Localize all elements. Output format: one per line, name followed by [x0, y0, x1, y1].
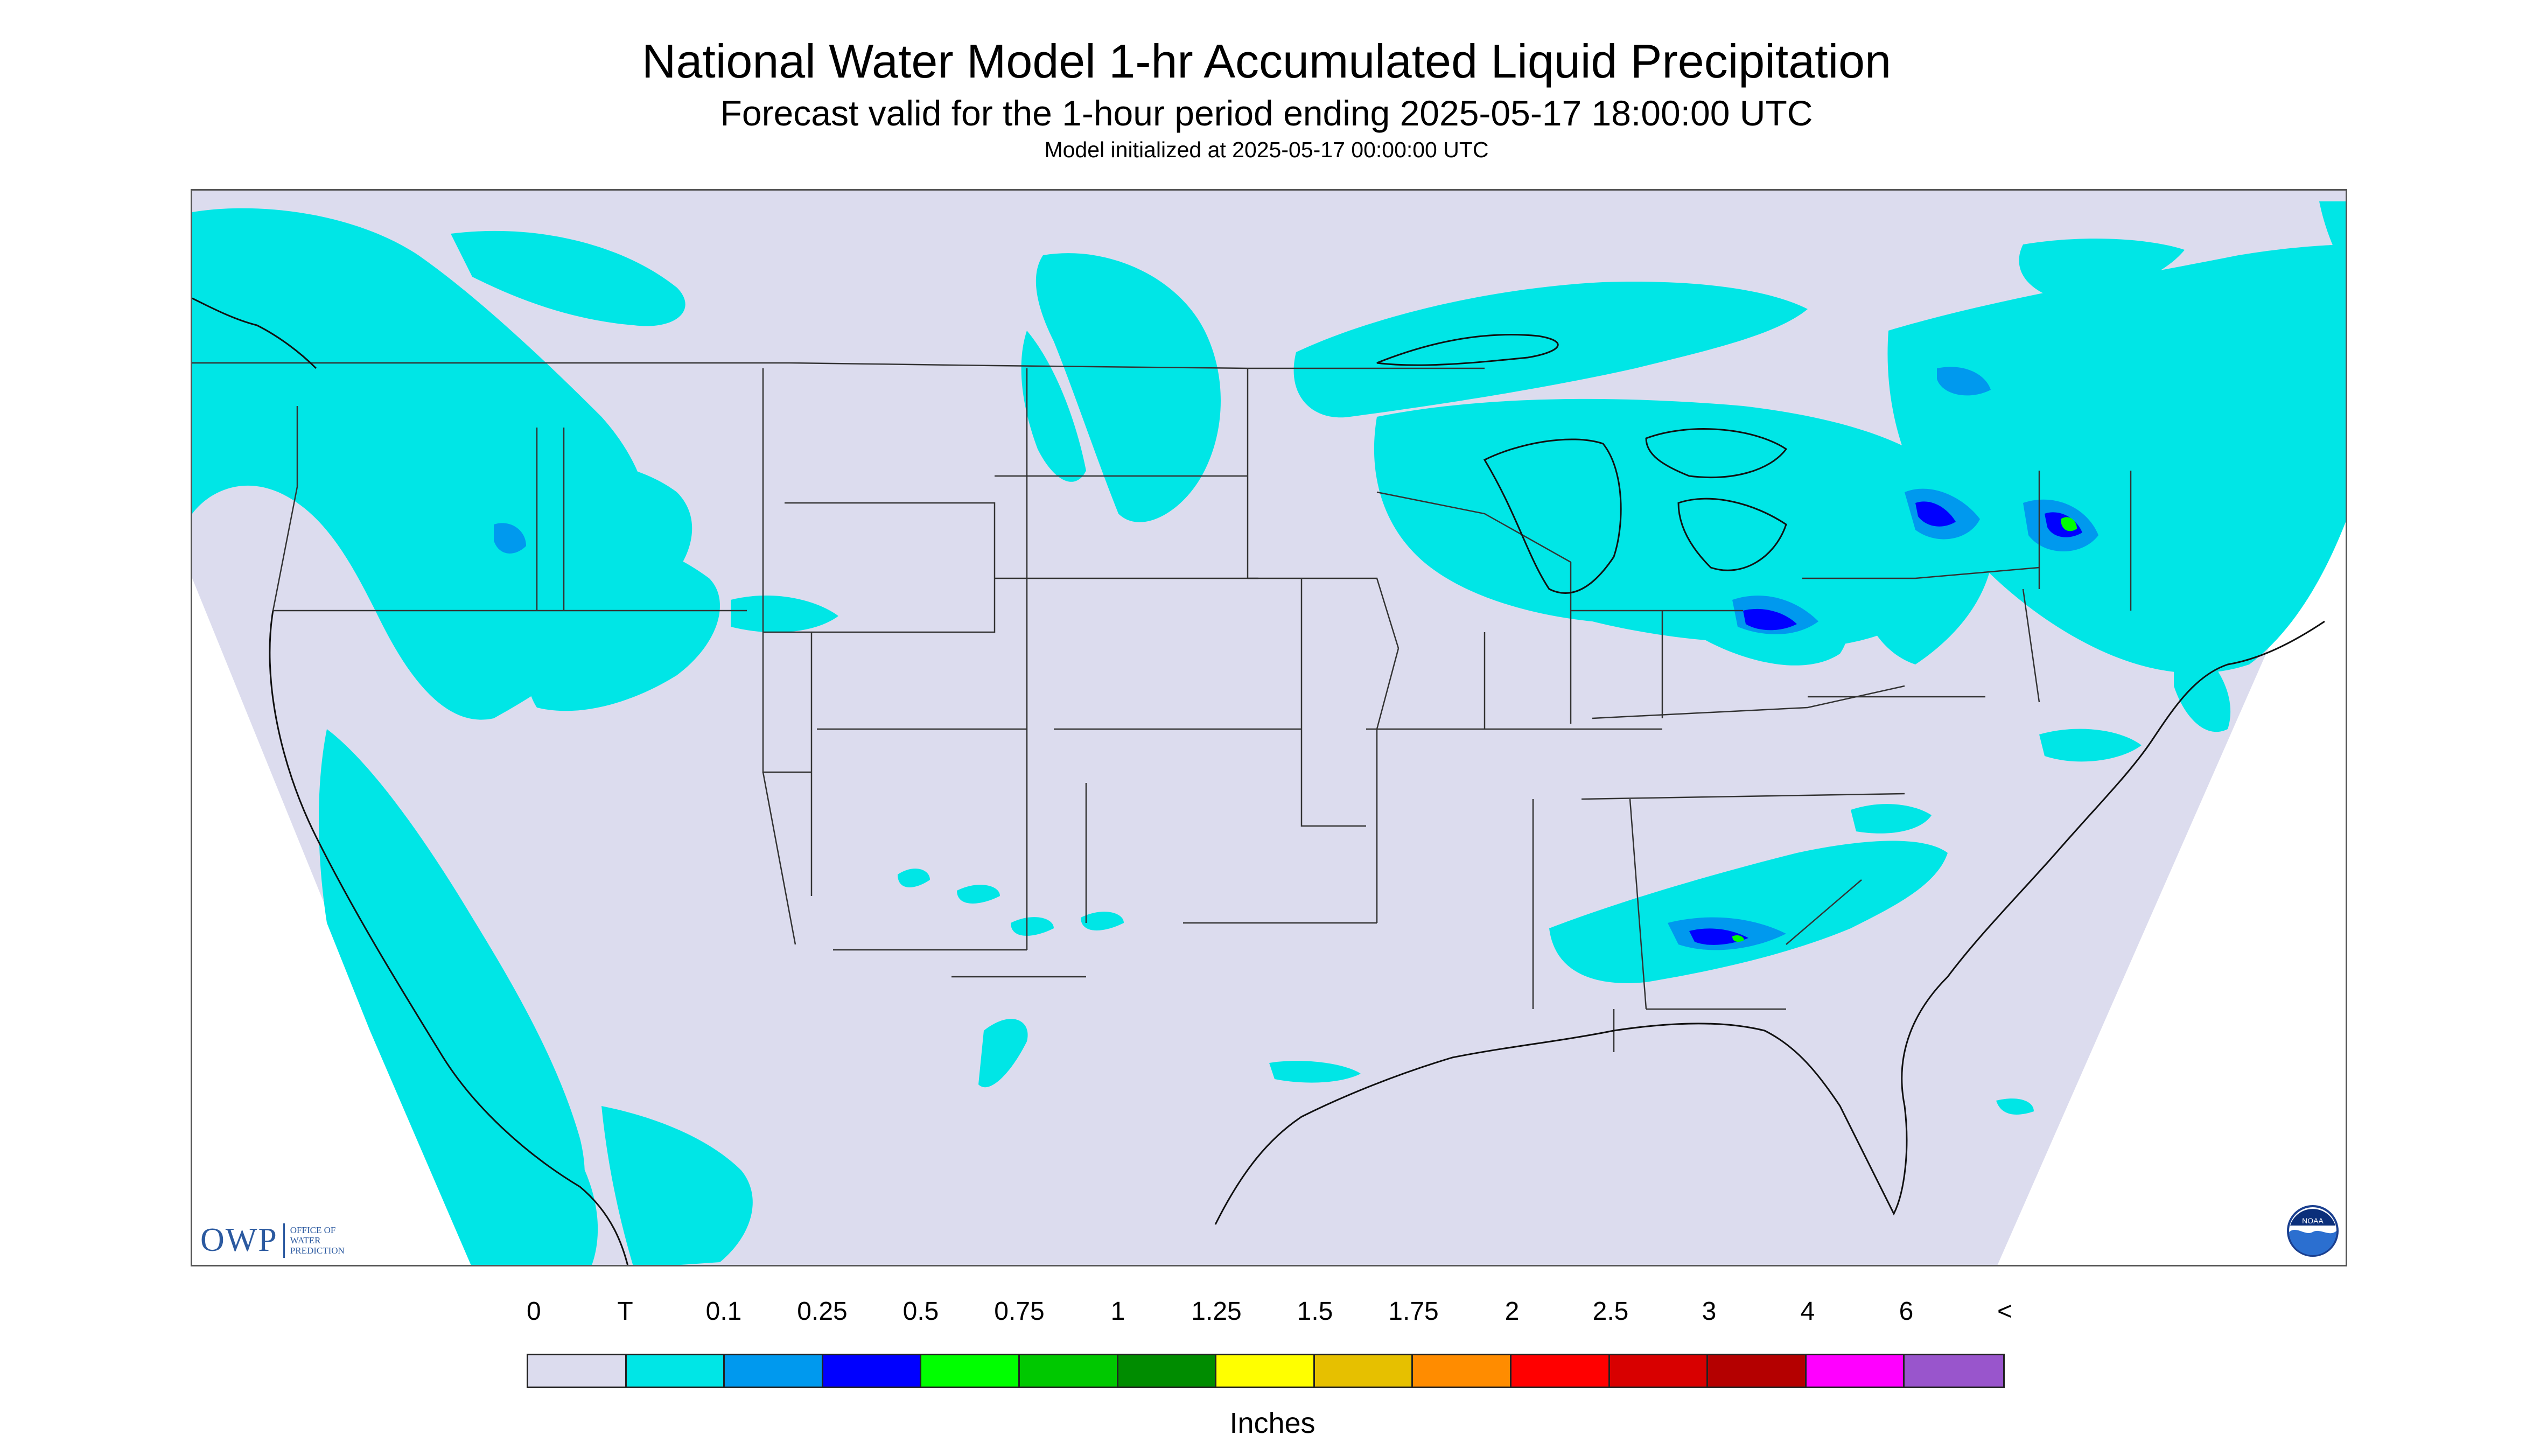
legend-swatch	[1708, 1355, 1807, 1387]
legend-tick-label: <	[1997, 1297, 2013, 1326]
legend-tick-label: 0	[527, 1297, 541, 1326]
legend-tick-label: 0.75	[994, 1297, 1045, 1326]
owp-logo-mark: OWP	[200, 1222, 278, 1258]
owp-logo-line: Office of	[290, 1225, 336, 1235]
legend-tick-label: 2.5	[1592, 1297, 1629, 1326]
precip-trace-areas	[192, 201, 2346, 1265]
legend-swatch	[1314, 1355, 1414, 1387]
legend-tick-label: 6	[1899, 1297, 1914, 1326]
legend-tick-label: 2	[1505, 1297, 1520, 1326]
map-title: National Water Model 1-hr Accumulated Li…	[641, 34, 1892, 88]
precipitation-map	[191, 189, 2347, 1266]
legend-swatch	[1118, 1355, 1217, 1387]
model-init-time: Model initialized at 2025-05-17 00:00:00…	[1044, 137, 1489, 162]
legend-swatch	[1413, 1355, 1512, 1387]
state-boundaries	[192, 362, 2132, 1052]
legend-swatch	[1216, 1355, 1315, 1387]
legend-swatch	[626, 1355, 725, 1387]
legend-tick-label: 1.75	[1388, 1297, 1439, 1326]
owp-logo-text: Office of Water Prediction	[290, 1225, 345, 1256]
owp-logo-divider	[283, 1223, 285, 1258]
legend-swatch	[1511, 1355, 1610, 1387]
precip-heavy-areas	[1732, 517, 2077, 942]
legend-tick-label: 3	[1702, 1297, 1717, 1326]
legend-tick-labels: 0 T 0.1 0.25 0.5 0.75 1 1.25 1.5 1.75 2 2.5 3 4 6 <	[527, 1297, 2018, 1334]
legend-swatch	[1610, 1355, 1709, 1387]
legend-units: Inches	[1229, 1407, 1316, 1439]
legend-tick-label: 1	[1110, 1297, 1125, 1326]
legend-swatch	[1806, 1355, 1905, 1387]
legend-swatch	[921, 1355, 1020, 1387]
map-subtitle: Forecast valid for the 1-hour period end…	[720, 93, 1813, 133]
precip-legend: 0 T 0.1 0.25 0.5 0.75 1 1.25 1.5 1.75 2 2.5 3 4 6 < Inc…	[527, 1297, 2018, 1453]
legend-tick-label: 0.1	[705, 1297, 742, 1326]
owp-logo: OWP Office of Water Prediction	[200, 1221, 345, 1259]
noaa-logo-text: NOAA	[2302, 1216, 2324, 1225]
noaa-logo: NOAA	[2287, 1205, 2339, 1257]
legend-swatch	[823, 1355, 922, 1387]
legend-tick-label: 4	[1800, 1297, 1815, 1326]
coastlines	[192, 297, 2325, 1265]
legend-tick-label: T	[617, 1297, 633, 1326]
owp-logo-line: Water	[290, 1235, 321, 1245]
legend-tick-label: 0.25	[797, 1297, 848, 1326]
legend-color-bar	[527, 1354, 2005, 1388]
legend-tick-label: 1.25	[1191, 1297, 1242, 1326]
legend-swatch	[725, 1355, 823, 1387]
legend-tick-label: 1.5	[1297, 1297, 1333, 1326]
legend-tick-label: 0.5	[902, 1297, 939, 1326]
legend-swatch	[1905, 1355, 2003, 1387]
legend-swatch	[1019, 1355, 1118, 1387]
owp-logo-line: Prediction	[290, 1245, 345, 1256]
legend-swatch	[528, 1355, 627, 1387]
map-canvas	[192, 191, 2346, 1265]
